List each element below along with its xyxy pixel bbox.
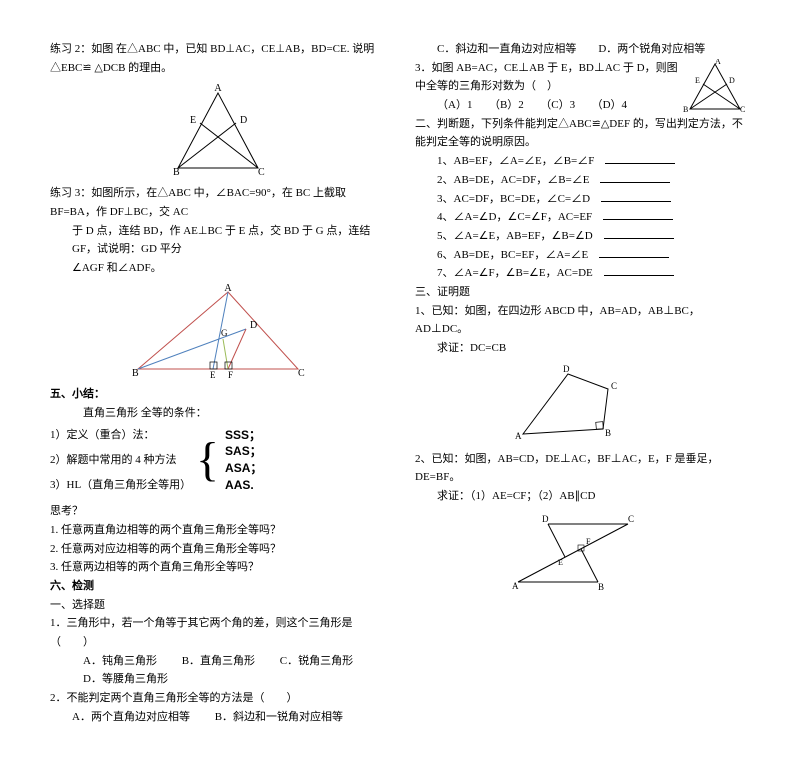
think-1: 1. 任意两直角边相等的两个直角三角形全等吗？ — [50, 521, 385, 540]
svg-text:A: A — [512, 581, 519, 591]
think-title: 思考？ — [50, 502, 385, 521]
svg-text:D: D — [240, 115, 247, 126]
svg-text:B: B — [173, 167, 180, 178]
q2a: A．两个直角边对应相等 — [72, 711, 190, 723]
svg-text:A: A — [515, 431, 522, 441]
figure-4: A B C D — [415, 364, 750, 444]
p1b: 求证：DC=CB — [415, 339, 750, 358]
methods-block: 1）定义（重合）法： 2）解题中常用的 4 种方法 3）HL（直角三角形全等用）… — [50, 426, 385, 494]
sss-label: SSS； — [225, 427, 262, 444]
svg-text:D: D — [563, 364, 570, 374]
svg-text:E: E — [558, 558, 563, 567]
svg-text:B: B — [683, 105, 688, 114]
svg-text:A: A — [715, 59, 721, 66]
aas-label: AAS. — [225, 477, 262, 494]
section-6: 六、检测 — [50, 577, 385, 596]
svg-text:G: G — [221, 328, 228, 338]
p1a: 1、已知：如图，在四边形 ABCD 中，AB=AD，AB⊥BC，AD⊥DC。 — [415, 302, 750, 339]
svg-text:B: B — [132, 368, 139, 379]
think-2: 2. 任意两对应边相等的两个直角三角形全等吗？ — [50, 540, 385, 559]
q1-opts: A．钝角三角形 B．直角三角形 C．锐角三角形 D．等腰角三角形 — [50, 652, 385, 689]
left-column: 练习 2：如图 在△ABC 中，已知 BD⊥AC，CE⊥AB，BD=CE. 说明… — [50, 40, 385, 727]
q2b: B．斜边和一锐角对应相等 — [215, 711, 343, 723]
right-column: C．斜边和一直角边对应相等 D．两个锐角对应相等 A B C D E 3．如图 … — [415, 40, 750, 727]
svg-text:E: E — [695, 76, 700, 85]
j7: 7、∠A=∠F，∠B=∠E，AC=DE — [415, 264, 750, 283]
figure-5: A B C D E F — [415, 512, 750, 592]
p2b: 求证：（1）AE=CF；（2）AB∥CD — [415, 487, 750, 506]
svg-text:A: A — [224, 284, 232, 294]
j2: 2、AB=DE，AC=DF，∠B=∠E — [415, 171, 750, 190]
figure-1: A B C D E — [50, 83, 385, 178]
asa-label: ASA； — [225, 460, 262, 477]
svg-text:D: D — [729, 76, 735, 85]
svg-text:F: F — [228, 370, 233, 379]
section-5-sub: 直角三角形 全等的条件： — [50, 404, 385, 423]
method-3: 3）HL（直角三角形全等用） — [50, 476, 190, 495]
exercise-3-l1: 练习 3：如图所示，在△ABC 中，∠BAC=90°，在 BC 上截取 BF=B… — [50, 184, 385, 221]
svg-text:E: E — [210, 370, 216, 379]
q2-opts: A．两个直角边对应相等 B．斜边和一锐角对应相等 — [50, 708, 385, 727]
sas-label: SAS； — [225, 443, 262, 460]
part-2-title: 二、判断题，下列条件能判定△ABC≌△DEF 的，写出判定方法，不能判定全等的说… — [415, 115, 750, 152]
svg-text:C: C — [258, 167, 265, 178]
q1d: D．等腰角三角形 — [83, 673, 168, 685]
svg-text:C: C — [298, 368, 305, 379]
svg-text:A: A — [214, 83, 222, 94]
method-2: 2）解题中常用的 4 种方法 — [50, 451, 190, 470]
figure-2: A B C D E F G — [50, 284, 385, 379]
exercise-3-l2: 于 D 点，连结 BD，作 AE⊥BC 于 E 点，交 BD 于 G 点，连结 … — [50, 222, 385, 259]
part-3-title: 三、证明题 — [415, 283, 750, 302]
svg-text:F: F — [586, 537, 591, 546]
part-1-title: 一、选择题 — [50, 596, 385, 615]
brace-icon: { — [196, 436, 219, 484]
q1c: C．锐角三角形 — [280, 655, 353, 667]
exercise-3-l3: ∠AGF 和∠ADF。 — [50, 259, 385, 278]
j3: 3、AC=DF，BC=DE，∠C=∠D — [415, 190, 750, 209]
svg-text:C: C — [628, 514, 634, 524]
method-1: 1）定义（重合）法： — [50, 426, 190, 445]
q1a: A．钝角三角形 — [83, 655, 157, 667]
svg-text:E: E — [190, 115, 196, 126]
j6: 6、AB=DE，BC=EF，∠A=∠E — [415, 246, 750, 265]
figure-3: A B C D E — [680, 59, 750, 114]
svg-text:D: D — [250, 320, 257, 331]
j5: 5、∠A=∠E，AB=EF，∠B=∠D — [415, 227, 750, 246]
q1: 1．三角形中，若一个角等于其它两个角的差，则这个三角形是（ ） — [50, 614, 385, 651]
q1b: B．直角三角形 — [182, 655, 255, 667]
p2a: 2、已知：如图，AB=CD，DE⊥AC，BF⊥AC，E，F 是垂足，DE=BF。 — [415, 450, 750, 487]
svg-text:B: B — [598, 582, 604, 592]
j1: 1、AB=EF，∠A=∠E，∠B=∠F — [415, 152, 750, 171]
exercise-2: 练习 2：如图 在△ABC 中，已知 BD⊥AC，CE⊥AB，BD=CE. 说明… — [50, 40, 385, 77]
think-3: 3. 任意两边相等的两个直角三角形全等吗？ — [50, 558, 385, 577]
svg-text:C: C — [611, 381, 617, 391]
j4: 4、∠A=∠D，∠C=∠F，AC=EF — [415, 208, 750, 227]
q2-opts-cd: C．斜边和一直角边对应相等 D．两个锐角对应相等 — [415, 40, 750, 59]
svg-text:D: D — [542, 514, 549, 524]
q2: 2．不能判定两个直角三角形全等的方法是（ ） — [50, 689, 385, 708]
svg-text:C: C — [740, 105, 745, 114]
section-5: 五、小结： — [50, 385, 385, 404]
svg-text:B: B — [605, 428, 611, 438]
